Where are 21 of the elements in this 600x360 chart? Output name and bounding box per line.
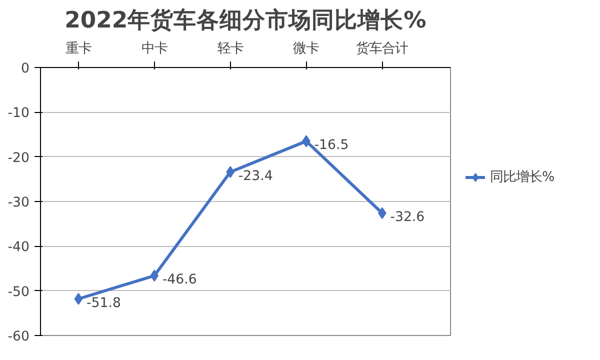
data-label: -23.4 [238,169,273,184]
y-tick-label: -20 [8,150,30,166]
data-label: -51.8 [86,296,121,311]
point [74,292,83,305]
y-tick-label: -50 [8,284,30,300]
chart-title: 2022年货车各细分市场同比增长% [64,6,426,34]
y-tick-label: -40 [8,240,30,256]
x-tick-label: 货车合计 [356,42,408,56]
data-label: -46.6 [162,272,197,288]
y-tick-label: -10 [8,106,30,122]
x-tick-label: 轻卡 [217,42,244,56]
y-tick-label: 0 [21,62,30,76]
x-tick-label: 重卡 [65,42,92,56]
point [150,270,159,282]
data-label: -16.5 [314,138,349,154]
legend-label: 同比增长% [490,168,555,186]
y-tick-label: -60 [8,330,30,344]
data-label: -32.6 [390,210,425,226]
y-tick-label: -30 [8,196,30,210]
x-tick-label: 中卡 [141,42,168,56]
x-tick-label: 微卡 [293,42,320,56]
